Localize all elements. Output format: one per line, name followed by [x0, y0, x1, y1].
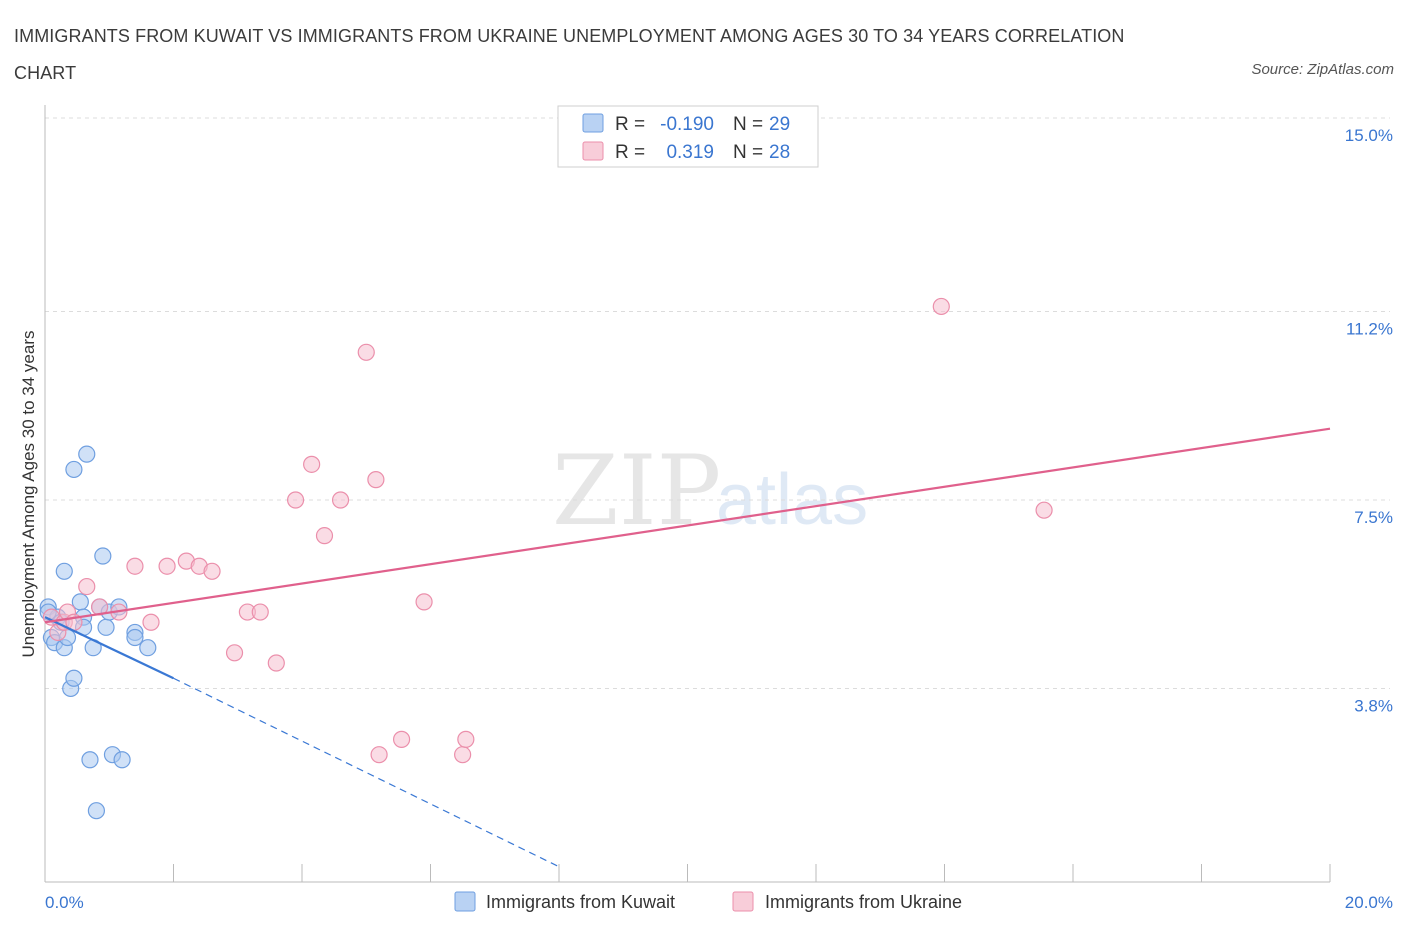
- legend-swatch-kuwait: [582, 113, 604, 133]
- point-0-17: [87, 802, 106, 820]
- point-1-14: [225, 644, 244, 662]
- point-0-24: [113, 751, 131, 769]
- point-1-21: [331, 491, 350, 509]
- point-1-17: [267, 654, 285, 672]
- x-tick-label-0: 0.0%: [45, 893, 84, 912]
- trend-line-dashed-0: [173, 677, 560, 868]
- point-1-24: [370, 746, 388, 764]
- point-1-25: [392, 730, 411, 748]
- y-tick-label-1: 7.5%: [1354, 508, 1393, 527]
- point-1-23: [367, 471, 385, 489]
- point-1-20: [315, 527, 334, 545]
- point-1-18: [286, 491, 305, 509]
- trend-0: [44, 616, 560, 868]
- grid-lines: [45, 117, 1390, 689]
- legend-r-value-kuwait: -0.190: [660, 114, 714, 135]
- y-tick-label-0: 3.8%: [1354, 696, 1393, 715]
- point-1-13: [203, 562, 221, 580]
- trend-line-0: [44, 616, 174, 680]
- watermark: ZIP atlas: [552, 435, 868, 547]
- y-axis-label: Unemployment Among Ages 30 to 34 years: [19, 331, 38, 658]
- x-tick-labels: 0.0% 20.0%: [45, 893, 1393, 912]
- y-tick-label-2: 11.2%: [1346, 320, 1393, 339]
- chart-title: IMMIGRANTS FROM KUWAIT VS IMMIGRANTS FRO…: [14, 26, 1125, 83]
- point-1-28: [457, 730, 475, 748]
- point-0-10: [65, 460, 83, 479]
- point-1-22: [357, 343, 375, 361]
- point-1-8: [126, 557, 144, 575]
- point-1-16: [251, 603, 269, 621]
- stats-legend: R = -0.190 N = 29 R = 0.319 N = 28: [557, 105, 819, 168]
- chart-source: Source: ZipAtlas.com: [1251, 61, 1394, 78]
- series-layer: [39, 297, 1331, 868]
- legend-n-label-kuwait: N =: [733, 114, 763, 135]
- series-legend: Immigrants from Kuwait Immigrants from U…: [454, 891, 962, 912]
- legend-swatch-ukraine: [582, 141, 604, 161]
- trend-1: [44, 427, 1331, 624]
- legend-r-label-kuwait: R =: [615, 114, 645, 135]
- watermark-zip: ZIP: [552, 435, 721, 547]
- bottom-legend-label-ukraine: Immigrants from Ukraine: [765, 892, 962, 912]
- point-0-6: [55, 562, 73, 580]
- point-1-27: [454, 746, 472, 764]
- point-0-14: [78, 445, 96, 463]
- legend-n-label-ukraine: N =: [733, 142, 763, 163]
- point-0-27: [139, 639, 157, 657]
- bottom-legend-label-kuwait: Immigrants from Kuwait: [486, 892, 675, 912]
- point-1-30: [1035, 501, 1053, 519]
- y-tick-label-3: 15.0%: [1345, 126, 1393, 145]
- x-tick-label-1: 20.0%: [1345, 893, 1393, 912]
- point-0-9: [65, 669, 83, 687]
- point-0-26: [126, 628, 144, 647]
- axes: [44, 105, 1331, 883]
- point-0-19: [94, 547, 112, 565]
- trend-line-1: [44, 427, 1331, 624]
- bottom-legend-swatch-kuwait: [454, 891, 476, 912]
- point-1-5: [78, 577, 96, 596]
- legend-n-value-ukraine: 28: [769, 142, 790, 163]
- point-0-15: [81, 751, 99, 769]
- point-1-9: [142, 613, 160, 631]
- y-tick-labels: 3.8% 7.5% 11.2% 15.0%: [1345, 126, 1393, 715]
- point-1-29: [932, 297, 950, 316]
- point-1-10: [158, 557, 176, 575]
- point-1-19: [303, 455, 321, 473]
- point-0-20: [97, 618, 115, 636]
- legend-n-value-kuwait: 29: [769, 114, 790, 135]
- legend-r-label-ukraine: R =: [615, 142, 645, 163]
- legend-r-value-ukraine: 0.319: [666, 142, 714, 163]
- bottom-legend-swatch-ukraine: [732, 891, 754, 912]
- point-1-26: [415, 593, 433, 611]
- series-1: [42, 297, 1053, 764]
